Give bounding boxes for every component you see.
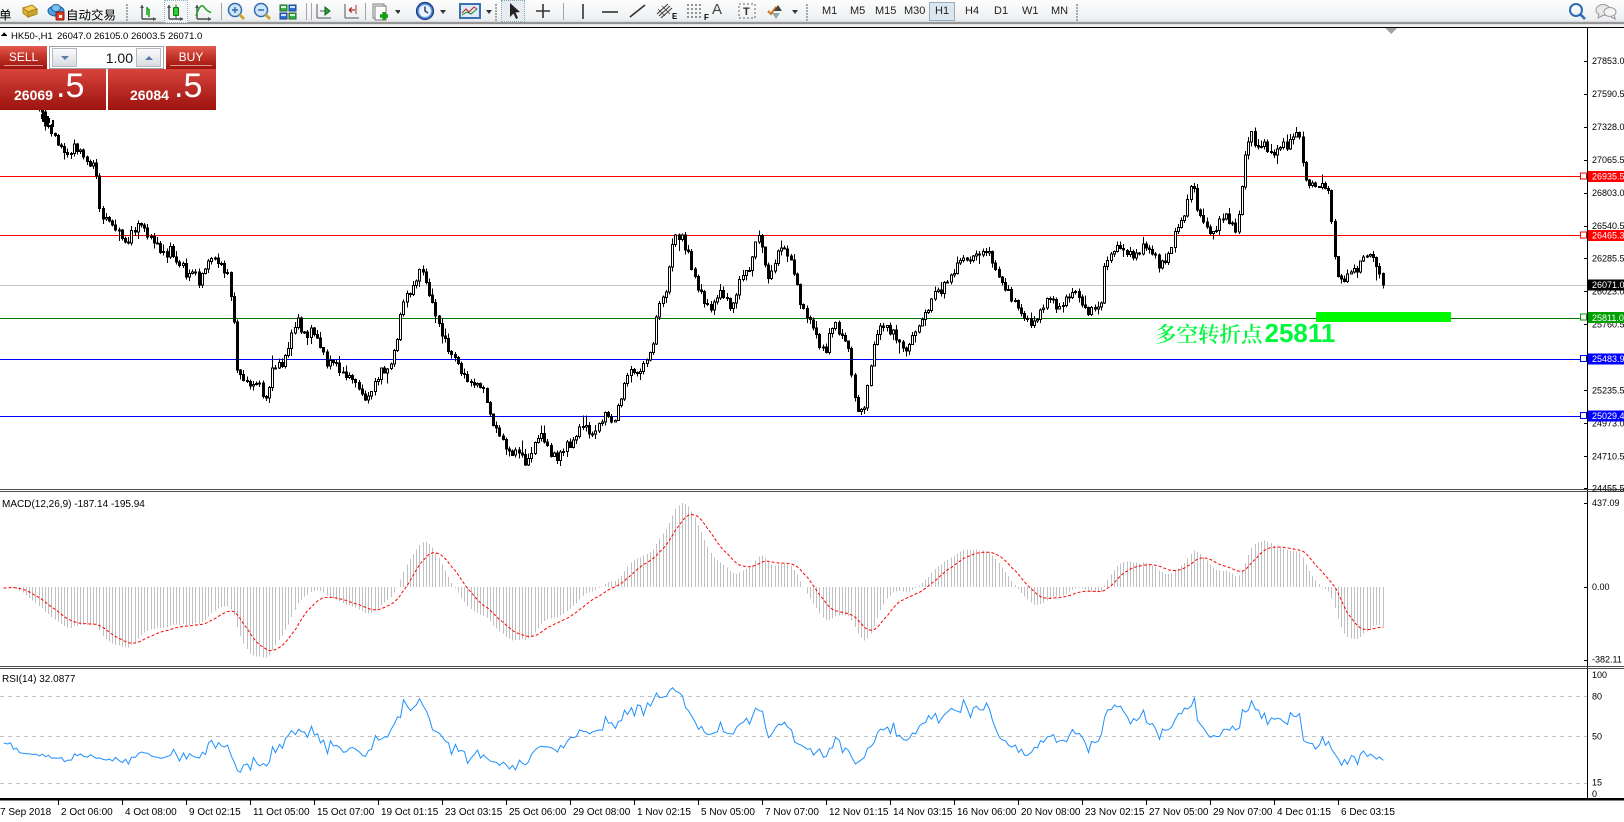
svg-text:50: 50: [1592, 732, 1602, 742]
svg-text:-382.11: -382.11: [1592, 655, 1622, 665]
svg-text:25 Oct 06:00: 25 Oct 06:00: [509, 807, 567, 818]
svg-text:26465.3: 26465.3: [1592, 231, 1624, 241]
svg-text:4 Dec 01:15: 4 Dec 01:15: [1277, 807, 1331, 818]
svg-text:24455.5: 24455.5: [1592, 483, 1624, 493]
svg-text:0: 0: [1592, 789, 1597, 799]
svg-text:19 Oct 01:15: 19 Oct 01:15: [381, 807, 439, 818]
svg-text:24710.5: 24710.5: [1592, 451, 1624, 461]
svg-text:25811: 25811: [1265, 318, 1336, 348]
svg-text:23 Nov 02:15: 23 Nov 02:15: [1085, 807, 1145, 818]
svg-text:23 Oct 03:15: 23 Oct 03:15: [445, 807, 503, 818]
svg-text:15 Oct 07:00: 15 Oct 07:00: [317, 807, 375, 818]
svg-text:25483.9: 25483.9: [1592, 354, 1624, 364]
svg-text:12 Nov 01:15: 12 Nov 01:15: [829, 807, 889, 818]
svg-text:0.00: 0.00: [1592, 582, 1610, 592]
svg-text:26047.0 26105.0 26003.5 26071.: 26047.0 26105.0 26003.5 26071.0: [57, 31, 202, 42]
svg-text:26023.0: 26023.0: [1592, 286, 1624, 296]
svg-text:E: E: [672, 12, 678, 21]
svg-text:MACD(12,26,9) -187.14 -195.94: MACD(12,26,9) -187.14 -195.94: [2, 499, 145, 510]
svg-text:26803.0: 26803.0: [1592, 188, 1624, 198]
svg-text:27328.0: 27328.0: [1592, 122, 1624, 132]
svg-text:80: 80: [1592, 692, 1602, 702]
svg-text:24973.0: 24973.0: [1592, 418, 1624, 428]
svg-text:11 Oct 05:00: 11 Oct 05:00: [253, 807, 310, 818]
svg-text:26285.5: 26285.5: [1592, 253, 1624, 263]
svg-text:27065.5: 27065.5: [1592, 155, 1624, 165]
svg-text:HK50-,H1: HK50-,H1: [11, 31, 53, 42]
svg-text:25029.4: 25029.4: [1592, 411, 1624, 421]
svg-text:26071.0: 26071.0: [1592, 280, 1624, 290]
svg-text:29 Nov 07:00: 29 Nov 07:00: [1213, 807, 1273, 818]
svg-text:6 Dec 03:15: 6 Dec 03:15: [1341, 807, 1395, 818]
svg-text:7 Sep 2018: 7 Sep 2018: [0, 807, 52, 818]
svg-text:26540.5: 26540.5: [1592, 221, 1624, 231]
svg-text:27 Nov 05:00: 27 Nov 05:00: [1149, 807, 1209, 818]
svg-text:9 Oct 02:15: 9 Oct 02:15: [189, 807, 241, 818]
svg-text:29 Oct 08:00: 29 Oct 08:00: [573, 807, 631, 818]
svg-text:26935.5: 26935.5: [1592, 172, 1624, 182]
svg-text:5 Nov 05:00: 5 Nov 05:00: [701, 807, 755, 818]
svg-text:14 Nov 03:15: 14 Nov 03:15: [893, 807, 953, 818]
svg-text:25760.5: 25760.5: [1592, 319, 1624, 329]
svg-text:27853.0: 27853.0: [1592, 56, 1624, 66]
svg-text:437.09: 437.09: [1592, 498, 1620, 508]
svg-text:T: T: [743, 6, 750, 18]
svg-text:27590.5: 27590.5: [1592, 89, 1624, 99]
svg-text:15: 15: [1592, 778, 1602, 788]
svg-text:20 Nov 08:00: 20 Nov 08:00: [1021, 807, 1081, 818]
svg-text:RSI(14) 32.0877: RSI(14) 32.0877: [2, 674, 76, 685]
svg-text:F: F: [704, 13, 709, 22]
svg-text:4 Oct 08:00: 4 Oct 08:00: [125, 807, 177, 818]
svg-text:25235.5: 25235.5: [1592, 385, 1624, 395]
svg-text:2 Oct 06:00: 2 Oct 06:00: [61, 807, 113, 818]
svg-text:100: 100: [1592, 670, 1607, 680]
svg-text:1 Nov 02:15: 1 Nov 02:15: [637, 807, 691, 818]
svg-text:7 Nov 07:00: 7 Nov 07:00: [765, 807, 819, 818]
svg-text:16 Nov 06:00: 16 Nov 06:00: [957, 807, 1017, 818]
svg-text:25811.0: 25811.0: [1592, 313, 1624, 323]
